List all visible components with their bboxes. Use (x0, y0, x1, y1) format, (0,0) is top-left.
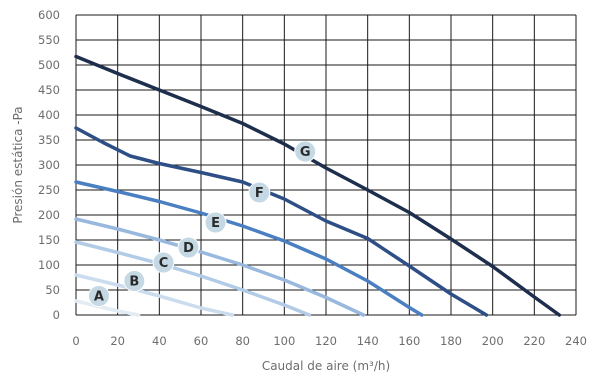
y-tick-label: 500 (38, 58, 60, 72)
x-tick-label: 40 (152, 334, 167, 348)
curve-marker-f (248, 181, 271, 204)
y-tick-label: 150 (38, 233, 60, 247)
y-tick-label: 100 (38, 258, 60, 272)
x-tick-label: 0 (72, 334, 79, 348)
curve-g (74, 54, 562, 317)
x-tick-label: 120 (315, 334, 337, 348)
curve-marker-e (204, 211, 227, 234)
y-tick-label: 0 (53, 308, 60, 322)
y-tick-label: 350 (38, 133, 60, 147)
curve-label-b: B (129, 275, 139, 290)
y-tick-label: 250 (38, 183, 60, 197)
curve-label-a: A (94, 290, 104, 305)
curve-marker-a (87, 285, 110, 307)
x-tick-label: 80 (235, 334, 250, 348)
y-tick-label: 400 (38, 108, 60, 122)
tick-labels: 0 20 40 60 80 100 120 140 160 180 200 220 240 0 50 100 1… (38, 8, 587, 348)
y-axis-title: Presión estática -Pa (11, 106, 25, 223)
curve-label-e: E (211, 216, 220, 231)
curve-label-d: D (183, 241, 194, 256)
x-tick-label: 60 (194, 334, 209, 348)
curve-b (74, 273, 235, 317)
curve-label-c: C (159, 256, 169, 271)
y-tick-label: 200 (38, 208, 60, 222)
y-tick-label: 600 (38, 8, 60, 22)
curve-marker-g (294, 140, 317, 163)
x-tick-label: 220 (523, 334, 545, 348)
curve-marker-c (152, 251, 175, 274)
curves (74, 54, 562, 317)
curve-label-f: F (255, 186, 264, 201)
x-tick-label: 200 (482, 334, 504, 348)
y-tick-label: 50 (45, 283, 60, 297)
curve-a (74, 299, 141, 317)
curve-marker-d (177, 236, 200, 259)
x-tick-label: 180 (440, 334, 462, 348)
x-tick-label: 140 (357, 334, 379, 348)
y-tick-label: 550 (38, 33, 60, 47)
curve-marker-b (123, 270, 146, 292)
x-tick-label: 100 (273, 334, 295, 348)
curve-d (74, 217, 366, 317)
x-tick-label: 20 (110, 334, 125, 348)
y-tick-label: 300 (38, 158, 60, 172)
curve-e (74, 180, 424, 317)
x-tick-label: 240 (565, 334, 587, 348)
x-axis-title: Caudal de aire (m³/h) (262, 359, 390, 373)
y-tick-label: 450 (38, 83, 60, 97)
x-tick-label: 160 (398, 334, 420, 348)
curve-markers: A B CD E F G (87, 140, 317, 307)
curve-label-g: G (300, 145, 311, 160)
curve-c (74, 240, 312, 317)
grid (75, 14, 577, 316)
